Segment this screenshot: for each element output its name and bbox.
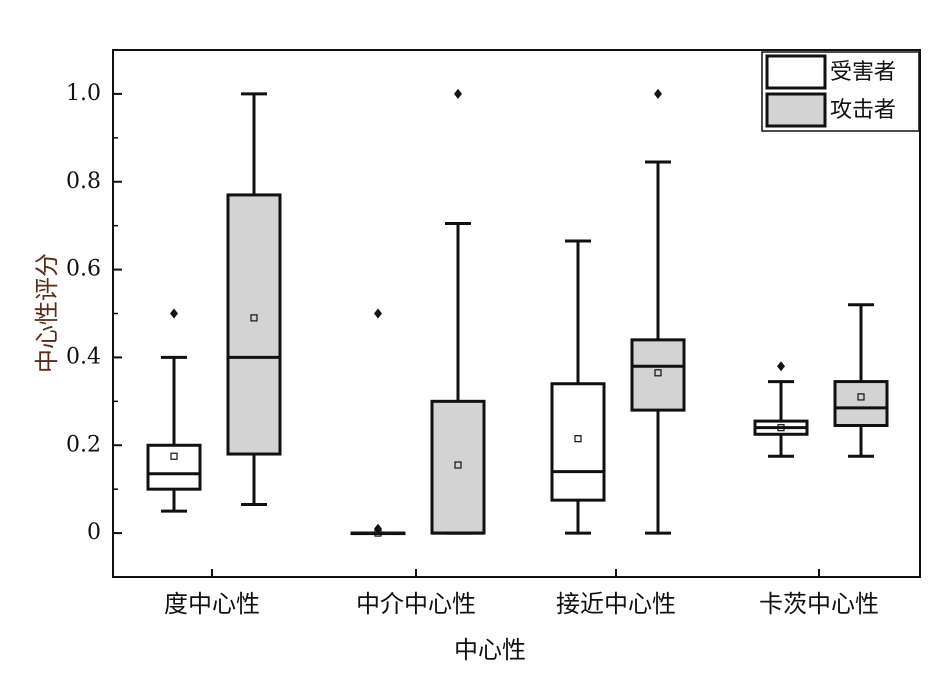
box-3-series-0 [753, 361, 809, 458]
mean-marker [857, 393, 865, 401]
boxes [146, 88, 889, 537]
mean-marker [170, 452, 178, 460]
x-axis: 度中心性 中介中心性 接近中心性 卡茨中心性 [164, 569, 879, 618]
outlier-point [374, 523, 382, 534]
iqr-box [833, 380, 889, 427]
mean-marker [250, 314, 258, 322]
box-0-series-1 [226, 92, 282, 507]
mean-marker [654, 369, 662, 377]
outlier-point [374, 308, 382, 319]
outlier-point [777, 361, 785, 372]
category-label: 中介中心性 [356, 590, 476, 618]
box-2-series-0 [550, 239, 606, 535]
outlier-point [454, 88, 462, 99]
category-label: 度中心性 [164, 590, 260, 618]
x-axis-title: 中心性 [454, 636, 526, 664]
y-axis: 0 0.2 0.4 0.6 0.8 1.0 [66, 81, 122, 545]
y-axis-title: 中心性评分 [33, 253, 61, 373]
y-tick-label: 1.0 [66, 81, 101, 106]
legend: 受害者 攻击者 [761, 51, 920, 132]
box-0-series-0 [146, 308, 202, 513]
legend-label-victim: 受害者 [830, 60, 896, 85]
legend-label-attacker: 攻击者 [830, 98, 896, 123]
box-1-series-1 [430, 88, 486, 535]
iqr-box [430, 399, 486, 535]
y-tick-label: 0.2 [66, 432, 101, 457]
category-label: 卡茨中心性 [759, 590, 879, 618]
iqr-box [226, 193, 282, 456]
outlier-point [170, 308, 178, 319]
mean-marker [777, 424, 785, 432]
legend-swatch-victim [765, 54, 827, 90]
iqr-box [630, 338, 686, 412]
legend-swatch-attacker [765, 92, 827, 128]
outlier-point [654, 88, 662, 99]
box-3-series-1 [833, 303, 889, 458]
category-label: 接近中心性 [556, 590, 676, 618]
mean-marker [574, 435, 582, 443]
y-tick-label: 0.4 [66, 344, 101, 369]
mean-marker [454, 461, 462, 469]
iqr-box [146, 443, 202, 491]
box-1-series-0 [350, 308, 406, 537]
y-tick-label: 0.8 [66, 169, 101, 194]
y-tick-label: 0.6 [66, 257, 101, 282]
y-tick-label: 0 [87, 520, 101, 545]
box-2-series-1 [630, 88, 686, 535]
